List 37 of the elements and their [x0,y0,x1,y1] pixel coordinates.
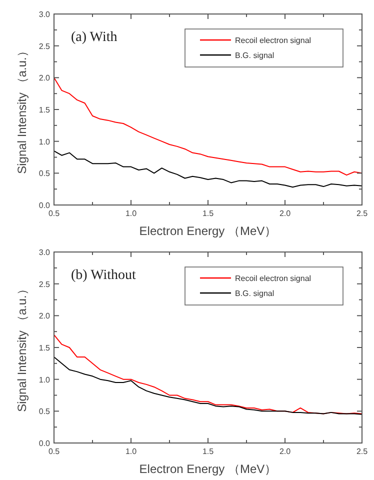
x-tick-label: 2.0 [279,447,292,456]
x-tick-label: 1.0 [125,447,138,456]
x-tick-label: 0.5 [48,447,60,456]
y-tick-label: 2.0 [38,312,51,321]
text: (b) Without [71,268,136,283]
x-axis-title: Electron Energy （MeV） [139,462,277,476]
y-tick-label: 2.0 [38,74,51,83]
y-axis-title: Signal Intensity （a.u.） [15,45,29,174]
legend-label: B.G. signal [235,289,274,298]
y-tick-label: 1.5 [38,106,51,114]
text: (a) With [71,30,118,45]
y-tick-label: 0.0 [38,201,51,210]
line-series [54,77,362,176]
y-tick-label: 1.0 [38,137,51,146]
x-tick-label: 2.0 [279,209,292,218]
y-tick-label: 0.0 [38,439,51,448]
x-axis-title: Electron Energy （MeV） [139,224,277,238]
y-axis-title: Signal Intensity （a.u.） [15,283,29,412]
legend-label: Recoil electron signal [235,36,312,45]
y-tick-label: 2.5 [38,42,51,51]
y-tick-label: 1.0 [38,375,51,384]
line-series [54,150,362,188]
x-tick-label: 1.5 [202,209,214,218]
x-tick-label: 2.5 [356,209,368,218]
line-series [54,356,362,415]
x-tick-label: 2.5 [356,447,368,456]
y-tick-label: 0.5 [38,407,51,416]
x-tick-label: 1.5 [202,447,214,456]
x-tick-label: 0.5 [48,209,60,218]
y-tick-label: 3.0 [38,10,51,19]
y-tick-label: 1.5 [38,344,51,352]
y-tick-label: 0.5 [38,169,51,178]
legend-label: B.G. signal [235,51,274,60]
y-tick-label: 3.0 [38,248,51,257]
y-tick-label: 2.5 [38,280,51,289]
x-tick-label: 1.0 [125,209,138,218]
legend-label: Recoil electron signal [235,274,312,283]
